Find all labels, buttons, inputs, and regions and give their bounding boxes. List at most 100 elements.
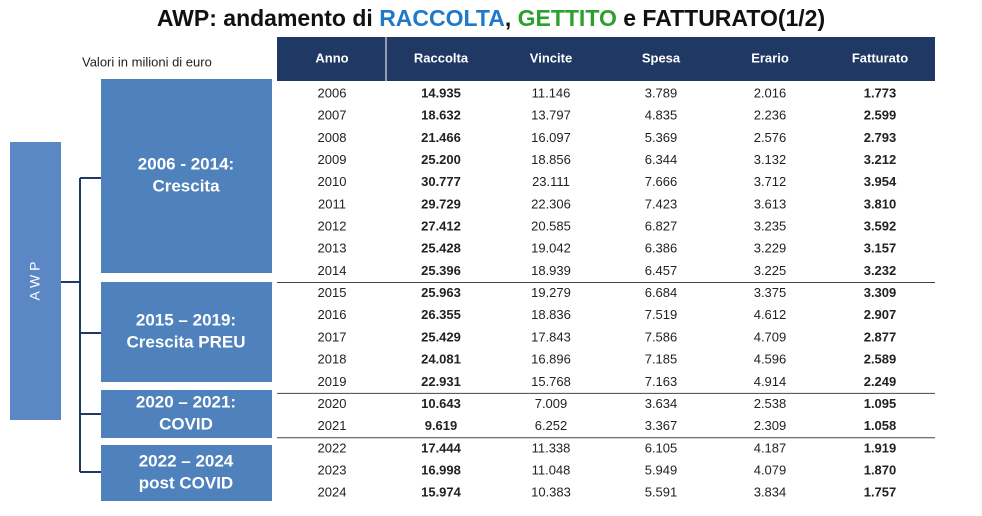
- table-cell: 5.949: [645, 462, 678, 477]
- table-cell: 7.423: [645, 196, 678, 211]
- table-cell: 2011: [318, 196, 346, 211]
- table-cell: 3.954: [864, 174, 897, 189]
- column-header: Raccolta: [414, 50, 469, 65]
- table-cell: 29.729: [421, 196, 461, 211]
- table-cell: 27.412: [421, 219, 461, 234]
- table-cell: 2012: [318, 219, 347, 234]
- table-cell: 4.835: [645, 108, 678, 123]
- group-box: [101, 282, 272, 382]
- side-box: [10, 142, 61, 420]
- table-cell: 11.146: [532, 85, 571, 100]
- table-cell: 3.592: [864, 219, 897, 234]
- table-cell: 18.836: [531, 307, 571, 322]
- table-cell: 2013: [318, 241, 347, 256]
- table-cell: 4.612: [754, 307, 787, 322]
- table-cell: 6.386: [645, 241, 678, 256]
- table-cell: 4.079: [754, 462, 787, 477]
- table-cell: 7.009: [535, 396, 568, 411]
- table-cell: 16.896: [531, 352, 571, 367]
- table-cell: 25.963: [421, 285, 461, 300]
- table-cell: 2024: [318, 485, 347, 500]
- table-cell: 25.396: [421, 263, 461, 278]
- table-cell: 4.709: [754, 329, 787, 344]
- table-cell: 7.586: [645, 329, 678, 344]
- table-cell: 2009: [318, 152, 347, 167]
- table-cell: 2.589: [864, 352, 897, 367]
- table-cell: 18.856: [531, 152, 571, 167]
- column-header: Anno: [315, 50, 348, 65]
- group-label: COVID: [159, 414, 213, 433]
- table-cell: 18.939: [531, 263, 571, 278]
- table-cell: 2019: [318, 374, 347, 389]
- table-cell: 2.576: [754, 130, 787, 145]
- table-cell: 2022: [318, 440, 347, 455]
- table-cell: 5.369: [645, 130, 678, 145]
- table-cell: 4.596: [754, 352, 787, 367]
- table-cell: 30.777: [421, 174, 461, 189]
- table-cell: 3.613: [754, 196, 787, 211]
- table-cell: 23.111: [532, 174, 570, 189]
- table-cell: 7.163: [645, 374, 678, 389]
- table-cell: 2.309: [754, 418, 787, 433]
- table-cell: 15.768: [531, 374, 571, 389]
- table-header: [277, 37, 935, 81]
- table-cell: 3.225: [754, 263, 787, 278]
- table-cell: 6.684: [645, 285, 678, 300]
- table-cell: 3.157: [864, 241, 897, 256]
- title-part: RACCOLTA: [379, 5, 505, 31]
- table-cell: 25.200: [421, 152, 461, 167]
- table-cell: 25.429: [421, 329, 461, 344]
- table-cell: 7.519: [645, 307, 678, 322]
- table-cell: 2.907: [864, 307, 897, 322]
- table-cell: 3.634: [645, 396, 678, 411]
- table-cell: 17.843: [531, 329, 571, 344]
- group-label: 2022 – 2024: [139, 451, 234, 470]
- table-cell: 2020: [318, 396, 347, 411]
- table-cell: 3.375: [754, 285, 787, 300]
- table-cell: 3.229: [754, 241, 787, 256]
- table-cell: 19.279: [531, 285, 571, 300]
- bracket: [61, 177, 101, 473]
- group-label: Crescita: [152, 176, 220, 195]
- group-label: Crescita PREU: [126, 332, 245, 351]
- table-cell: 6.105: [645, 440, 678, 455]
- table-cell: 2.538: [754, 396, 787, 411]
- table-cell: 2023: [318, 462, 347, 477]
- table-cell: 2015: [318, 285, 347, 300]
- table-cell: 19.042: [531, 241, 571, 256]
- table-cell: 6.252: [535, 418, 568, 433]
- table-cell: 9.619: [425, 418, 458, 433]
- table-cell: 3.212: [864, 152, 897, 167]
- group-label: 2006 - 2014:: [138, 154, 234, 173]
- group-box: [101, 79, 272, 273]
- table-cell: 16.998: [421, 462, 461, 477]
- table-cell: 2014: [318, 263, 347, 278]
- table-cell: 17.444: [421, 440, 462, 455]
- table-cell: 3.235: [754, 219, 787, 234]
- group-box: [101, 390, 272, 438]
- table-cell: 4.187: [754, 440, 787, 455]
- column-header: Fatturato: [852, 50, 908, 65]
- table-cell: 2016: [318, 307, 347, 322]
- table-cell: 2021: [318, 418, 347, 433]
- title-part: ,: [505, 5, 518, 31]
- table-cell: 26.355: [421, 307, 461, 322]
- table-cell: 2007: [318, 108, 347, 123]
- note: Valori in milioni di euro: [82, 54, 212, 69]
- table-cell: 10.643: [421, 396, 461, 411]
- title-part: GETTITO: [518, 5, 617, 31]
- table-cell: 6.827: [645, 219, 678, 234]
- table-cell: 3.367: [645, 418, 678, 433]
- table-cell: 2.599: [864, 108, 897, 123]
- table-cell: 1.773: [864, 85, 897, 100]
- table-cell: 3.789: [645, 85, 678, 100]
- column-header: Erario: [751, 50, 789, 65]
- table-cell: 2.016: [754, 85, 787, 100]
- table-cell: 3.810: [864, 196, 897, 211]
- title-part: AWP: andamento di: [157, 5, 379, 31]
- table-cell: 7.666: [645, 174, 678, 189]
- table-cell: 2008: [318, 130, 347, 145]
- table-cell: 2010: [318, 174, 347, 189]
- table-cell: 10.383: [531, 485, 571, 500]
